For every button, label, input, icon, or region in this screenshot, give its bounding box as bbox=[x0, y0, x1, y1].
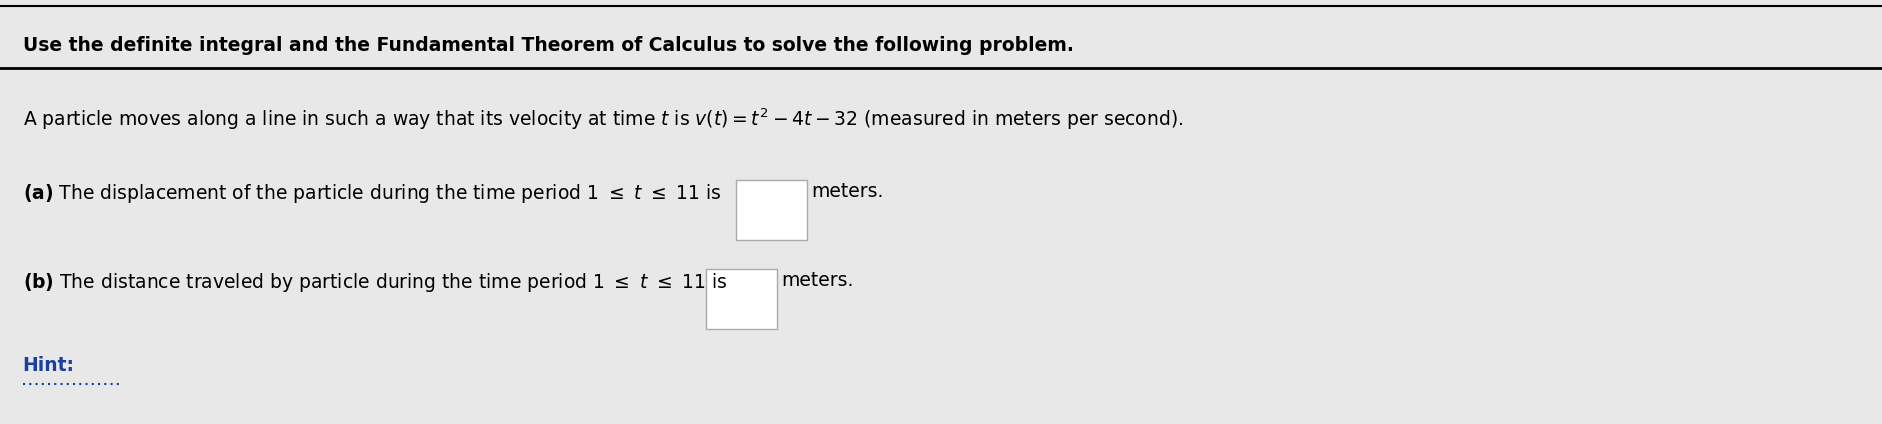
Text: Use the definite integral and the Fundamental Theorem of Calculus to solve the f: Use the definite integral and the Fundam… bbox=[23, 36, 1073, 55]
Text: $\mathbf{(b)}$ The distance traveled by particle during the time period 1 $\leq$: $\mathbf{(b)}$ The distance traveled by … bbox=[23, 271, 726, 294]
Text: meters.: meters. bbox=[811, 182, 883, 201]
FancyBboxPatch shape bbox=[736, 180, 807, 240]
Text: meters.: meters. bbox=[781, 271, 853, 290]
Text: A particle moves along a line in such a way that its velocity at time $t$ is $v(: A particle moves along a line in such a … bbox=[23, 106, 1184, 131]
Text: Hint:: Hint: bbox=[23, 356, 75, 375]
FancyBboxPatch shape bbox=[706, 269, 777, 329]
Text: $\mathbf{(a)}$ The displacement of the particle during the time period 1 $\leq$ : $\mathbf{(a)}$ The displacement of the p… bbox=[23, 182, 721, 205]
